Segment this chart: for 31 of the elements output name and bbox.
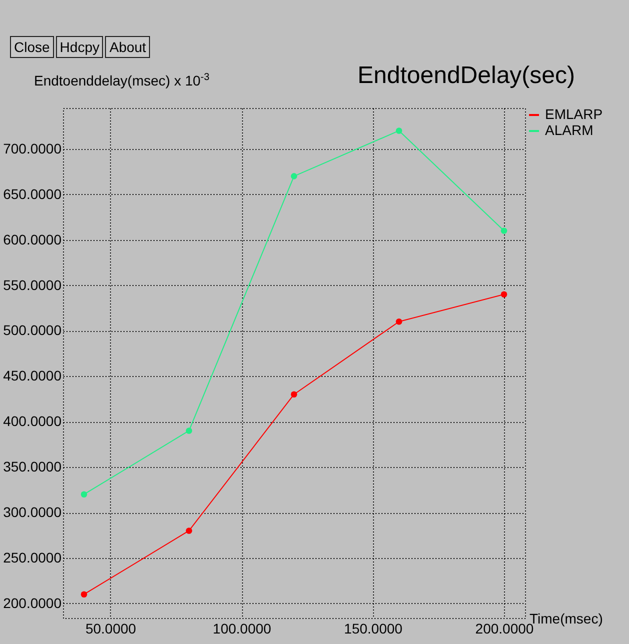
y-tick-label: 350.0000 — [3, 458, 62, 475]
button: Close — [10, 36, 54, 58]
y-tick-label: 550.0000 — [3, 276, 62, 293]
point — [290, 391, 298, 398]
button: About — [105, 36, 150, 58]
y-tick-label: 300.0000 — [3, 504, 62, 520]
y-tick-label: 700.0000 — [3, 140, 62, 156]
legend-label: ALARM — [545, 122, 594, 138]
y-tick-label: 450.0000 — [3, 368, 62, 384]
x-tick-label: 50.0000 — [85, 620, 136, 636]
button: Hdcpy — [56, 36, 104, 58]
y-tick-label: 200.0000 — [3, 594, 62, 611]
y-tick-label: 500.0000 — [3, 322, 62, 338]
point — [80, 491, 88, 498]
y-tick-label: 600.0000 — [3, 231, 62, 248]
point — [396, 318, 402, 325]
x-tick-label: 150.0000 — [344, 620, 403, 636]
point — [80, 591, 88, 598]
point — [186, 528, 192, 534]
y-tick-label: 400.0000 — [3, 413, 62, 430]
point — [500, 228, 508, 234]
chart-title: EndtoendDelay(sec) — [358, 62, 575, 89]
x-tick-label: 100.0000 — [212, 620, 272, 636]
y-tick-label: 250.0000 — [3, 550, 62, 566]
point — [290, 173, 298, 180]
point — [186, 428, 192, 434]
point — [396, 128, 402, 134]
point — [500, 291, 508, 298]
legend-label: EMLARP — [545, 106, 603, 122]
y-tick-label: 650.0000 — [3, 186, 62, 202]
y-axis-title: Endtoenddelay(msec) x 10$^{-3}$ — [34, 72, 210, 89]
